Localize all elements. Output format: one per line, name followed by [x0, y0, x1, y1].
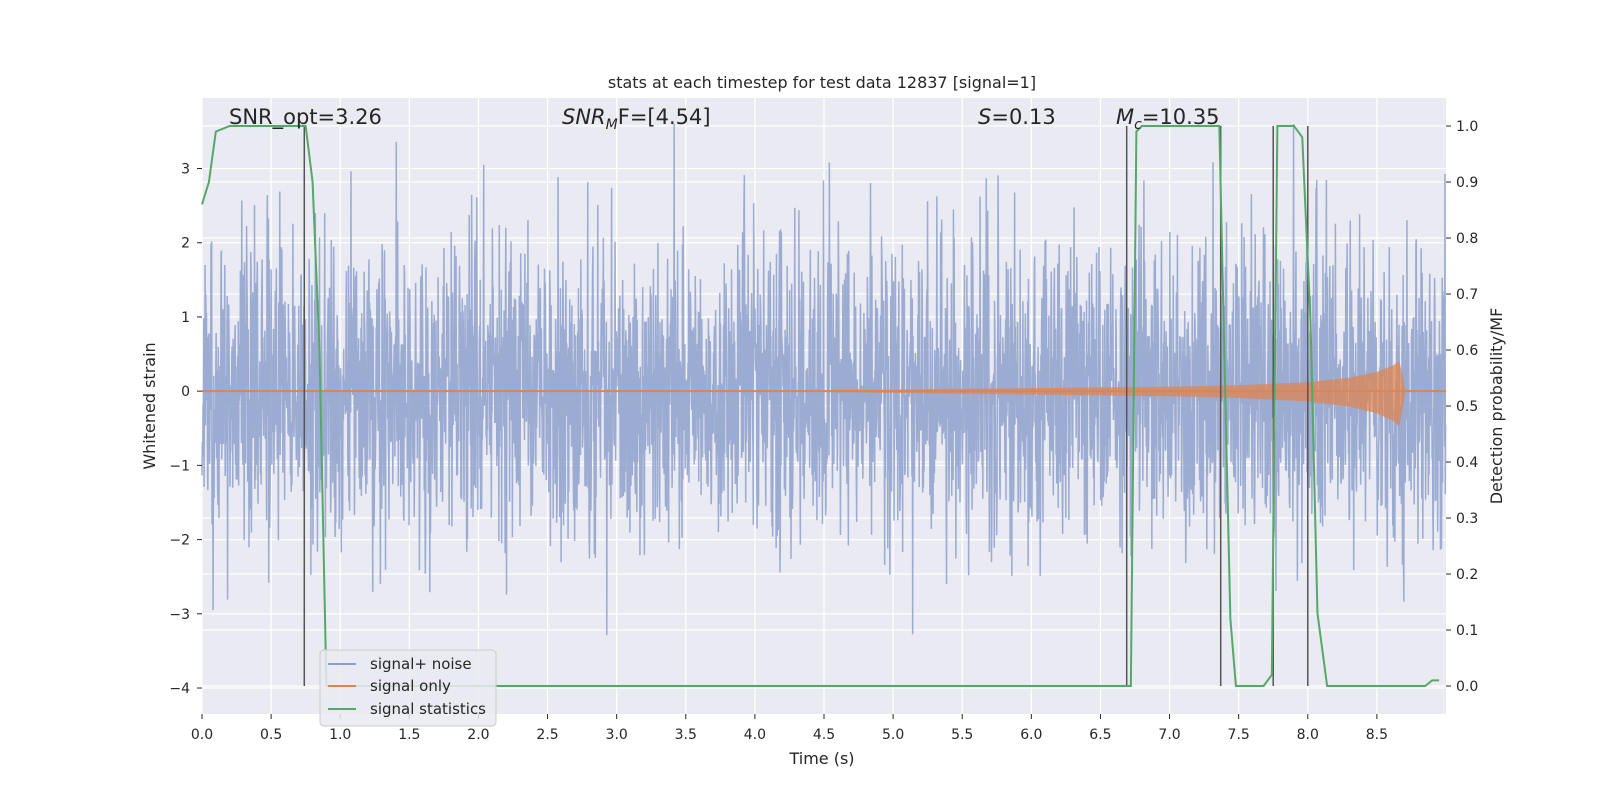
x-tick-label: 8.0 — [1297, 727, 1319, 743]
legend: signal+ noise signal only signal statist… — [319, 649, 497, 727]
annotation-snr-mf: SNRMF=[4.54] — [562, 105, 711, 133]
y-axis-label: Whitened strain — [140, 342, 159, 469]
y2-tick-label: 0.9 — [1456, 175, 1478, 191]
y2-tick-label: 0.1 — [1456, 623, 1478, 639]
y2-tick-label: 0.6 — [1456, 343, 1478, 359]
y2-tick-label: 0.0 — [1456, 679, 1478, 695]
x-tick-label: 1.5 — [398, 727, 420, 743]
y-tick-label: 1 — [181, 310, 190, 326]
x-tick-label: 7.0 — [1158, 727, 1180, 743]
y-tick-label: 3 — [181, 162, 190, 178]
y2-tick-label: 0.5 — [1456, 399, 1478, 415]
x-tick-label: 5.0 — [882, 727, 904, 743]
y-tick-label: −1 — [169, 458, 190, 474]
y2-tick-label: 0.3 — [1456, 511, 1478, 527]
series-signal-only — [202, 360, 1446, 427]
chart-title: stats at each timestep for test data 128… — [608, 73, 1036, 92]
legend-label-signal-noise: signal+ noise — [370, 655, 472, 673]
y-tick-label: 0 — [181, 384, 190, 400]
y2-tick-label: 0.7 — [1456, 287, 1478, 303]
x-tick-label: 2.5 — [536, 727, 558, 743]
y2-tick-label: 0.8 — [1456, 231, 1478, 247]
y-tick-label: 2 — [181, 236, 190, 252]
x-tick-label: 0.0 — [191, 727, 213, 743]
y2-tick-label: 1.0 — [1456, 119, 1478, 135]
x-tick-label: 4.5 — [813, 727, 835, 743]
x-tick-label: 3.5 — [675, 727, 697, 743]
legend-label-signal-only: signal only — [370, 677, 451, 695]
signal-statistics-line — [201, 125, 1440, 687]
y2-axis-label: Detection probability/MF — [1487, 308, 1506, 505]
x-tick-label: 7.5 — [1228, 727, 1250, 743]
legend-box — [319, 649, 497, 727]
annotation-s: S=0.13 — [978, 105, 1056, 129]
y-tick-label: −2 — [169, 533, 190, 549]
x-tick-label: 6.0 — [1020, 727, 1042, 743]
signal-only-envelope — [202, 360, 1446, 427]
x-tick-label: 0.5 — [260, 727, 282, 743]
x-tick-label: 1.0 — [329, 727, 351, 743]
series-signal-statistics — [201, 125, 1440, 687]
y-tick-label: −4 — [169, 681, 190, 697]
x-tick-label: 4.0 — [744, 727, 766, 743]
x-tick-label: 6.5 — [1089, 727, 1111, 743]
y2-tick-label: 0.4 — [1456, 455, 1478, 471]
annotation-snr-opt: SNR_opt=3.26 — [229, 105, 382, 130]
annotation-mc: Mc=10.35 — [1116, 105, 1220, 133]
x-tick-label: 8.5 — [1366, 727, 1388, 743]
signal-noise-trace — [201, 123, 1447, 635]
x-tick-label: 2.0 — [467, 727, 489, 743]
series-signal-noise — [201, 123, 1447, 635]
y2-tick-label: 0.2 — [1456, 567, 1478, 583]
x-tick-label: 5.5 — [951, 727, 973, 743]
legend-label-signal-statistics: signal statistics — [370, 700, 486, 718]
x-axis-label: Time (s) — [788, 749, 854, 768]
y-tick-label: −3 — [169, 607, 190, 623]
x-tick-label: 3.0 — [606, 727, 628, 743]
